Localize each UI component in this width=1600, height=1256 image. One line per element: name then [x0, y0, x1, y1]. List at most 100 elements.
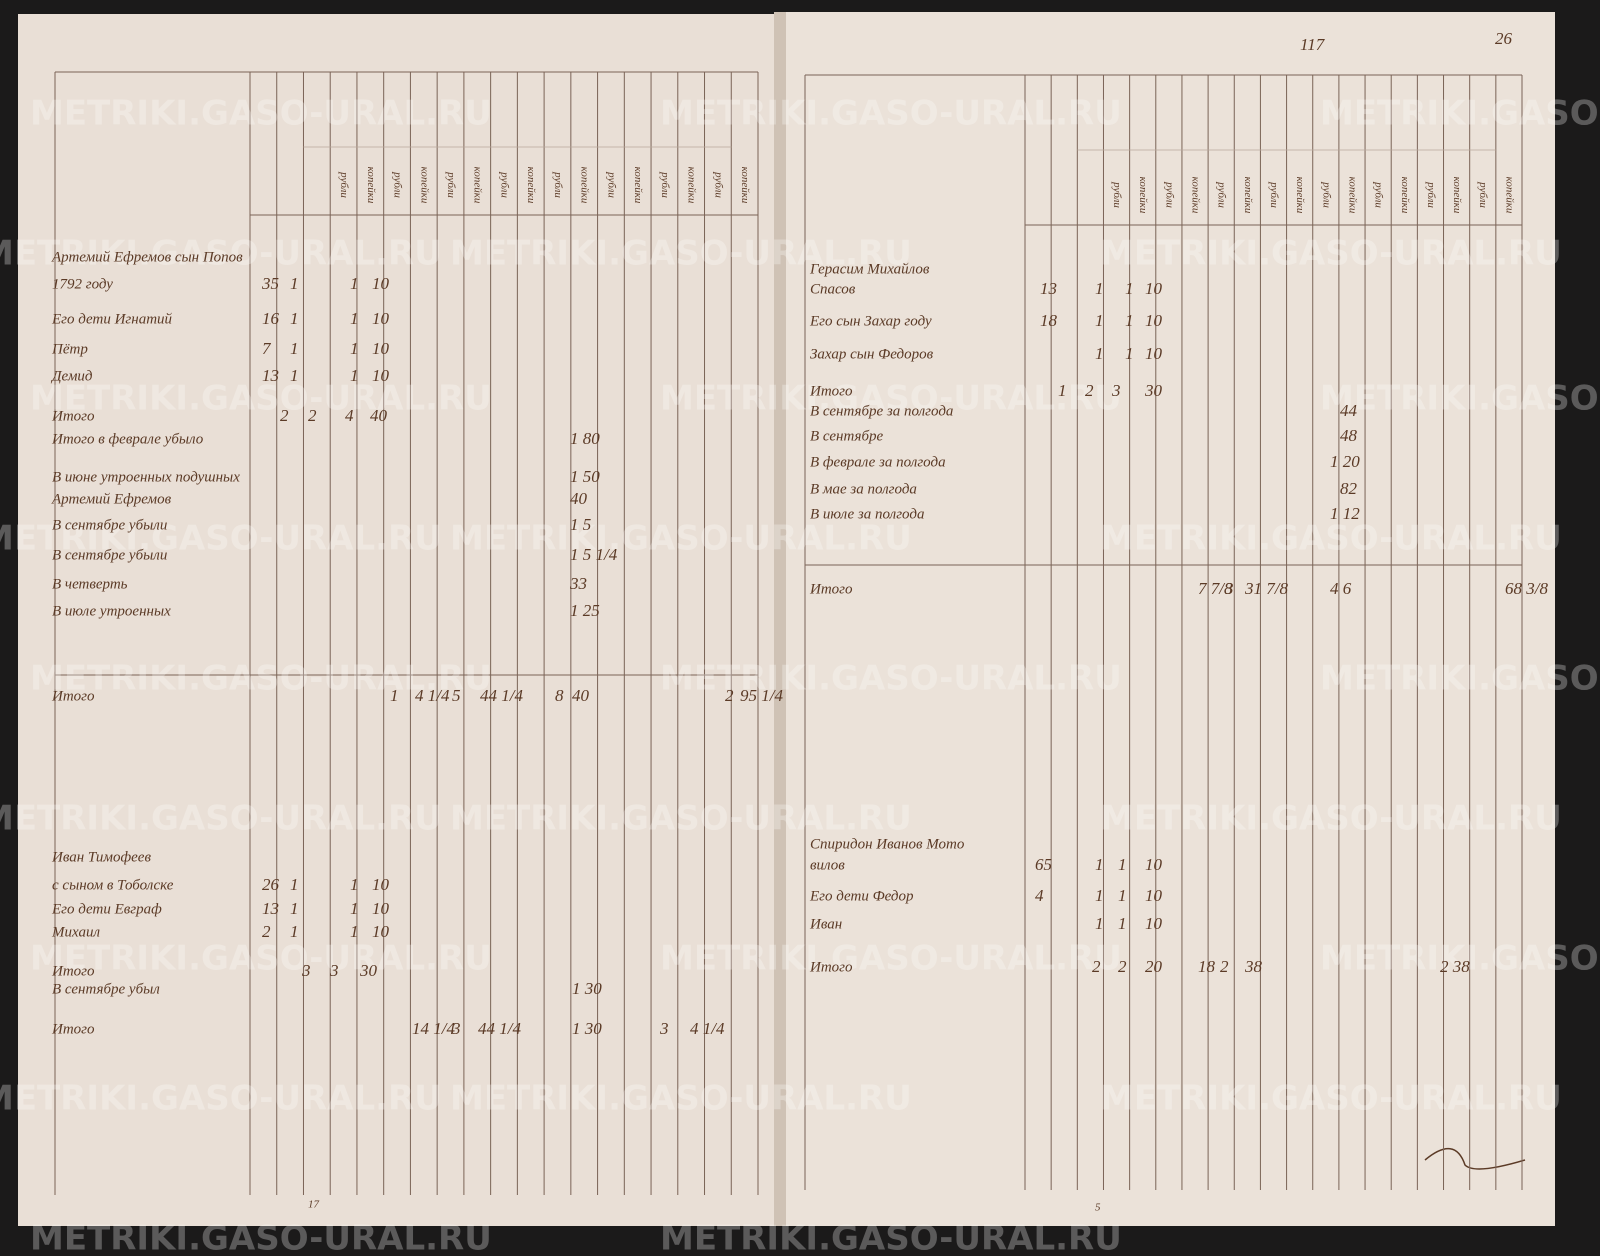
- column-subhead: копейки: [1137, 177, 1149, 214]
- row-cell: 3: [1111, 381, 1121, 400]
- row-cell: 2: [1220, 957, 1229, 976]
- row-cell: 95 1/4: [740, 686, 783, 705]
- row-label: Итого: [51, 963, 95, 979]
- row-cell: 2: [308, 406, 317, 425]
- row-label: В четверть: [52, 576, 128, 592]
- row-label: Его дети Игнатий: [51, 311, 173, 327]
- row-label: В июле за полгода: [810, 506, 924, 522]
- sheet-number: 26: [1495, 29, 1513, 48]
- row-cell: 7: [262, 339, 272, 358]
- row-cell: 10: [372, 875, 390, 894]
- row-cell: 1 12: [1330, 504, 1360, 523]
- row-label: Артемий Ефремов: [51, 491, 172, 507]
- row-cell: 4 6: [1330, 579, 1352, 598]
- watermark: METRIKI.GASO-URAL.RU: [1320, 939, 1600, 979]
- row-cell: 65: [1035, 855, 1052, 874]
- row-cell: 20: [1145, 957, 1163, 976]
- row-cell: 1: [350, 899, 359, 918]
- row-cell: 10: [1145, 914, 1163, 933]
- row-cell: 14 1/4: [412, 1019, 455, 1038]
- row-label: Итого: [51, 408, 95, 424]
- row-cell: 26: [262, 875, 280, 894]
- row-cell: 18: [1198, 957, 1216, 976]
- row-cell: 44 1/4: [480, 686, 523, 705]
- row-cell: 1 30: [572, 1019, 602, 1038]
- row-cell: 1: [290, 339, 299, 358]
- row-cell: 13: [262, 899, 279, 918]
- column-subhead: копейки: [1451, 177, 1463, 214]
- row-cell: 2: [1092, 957, 1101, 976]
- column-subhead: копейки: [365, 167, 377, 204]
- row-cell: 10: [372, 922, 390, 941]
- row-label: Артемий Ефремов сын Попов: [51, 249, 243, 265]
- watermark: METRIKI.GASO-URAL.RU: [1100, 519, 1562, 559]
- watermark: METRIKI.GASO-URAL.RU: [660, 939, 1122, 979]
- column-subhead: рубли: [1216, 181, 1228, 208]
- row-cell: 1: [1118, 886, 1127, 905]
- row-cell: 1: [350, 875, 359, 894]
- row-label: В мае за полгода: [810, 481, 917, 497]
- row-cell: 16: [262, 309, 280, 328]
- watermark: METRIKI.GASO-URAL.RU: [660, 659, 1122, 699]
- signature-mark: [1424, 1148, 1526, 1170]
- row-cell: 1: [1095, 279, 1104, 298]
- row-cell: 10: [372, 366, 390, 385]
- row-cell: 3: [1224, 579, 1234, 598]
- row-cell: 10: [372, 274, 390, 293]
- column-subhead: рубли: [605, 171, 617, 198]
- row-label: Спиридон Иванов Мото: [810, 836, 965, 852]
- watermark: METRIKI.GASO-URAL.RU: [0, 799, 442, 839]
- row-label: В сентябре убыли: [52, 547, 167, 563]
- watermark: METRIKI.GASO-URAL.RU: [0, 519, 442, 559]
- watermark: METRIKI.GASO-URAL.RU: [1100, 234, 1562, 274]
- row-label: Его дети Евграф: [51, 901, 162, 917]
- row-label: В сентябре убыли: [52, 517, 167, 533]
- column-subhead: рубли: [712, 171, 724, 198]
- row-cell: 13: [1040, 279, 1057, 298]
- row-label: Пётр: [51, 341, 88, 357]
- row-cell: 1 80: [570, 429, 600, 448]
- column-subhead: копейки: [1503, 177, 1515, 214]
- row-cell: 40: [370, 406, 388, 425]
- column-subhead: рубли: [1268, 181, 1280, 208]
- row-cell: 1: [290, 899, 299, 918]
- row-label: В сентябре: [810, 428, 884, 444]
- row-cell: 1 5: [570, 515, 591, 534]
- row-cell: 1: [1095, 344, 1104, 363]
- column-subhead: копейки: [632, 167, 644, 204]
- row-label: Итого в феврале убыло: [51, 431, 204, 447]
- column-subhead: рубли: [1373, 181, 1385, 208]
- row-cell: 1: [1118, 855, 1127, 874]
- row-cell: 1: [290, 875, 299, 894]
- row-cell: 2: [280, 406, 289, 425]
- watermark: METRIKI.GASO-URAL.RU: [450, 799, 912, 839]
- row-cell: 1: [350, 274, 359, 293]
- row-cell: 3: [451, 1019, 461, 1038]
- row-cell: 1: [350, 366, 359, 385]
- row-cell: 3: [329, 961, 339, 980]
- row-cell: 2: [725, 686, 734, 705]
- row-label: Его сын Захар году: [809, 313, 932, 329]
- row-cell: 40: [572, 686, 590, 705]
- column-subhead: рубли: [1163, 181, 1175, 208]
- row-cell: 3: [301, 961, 311, 980]
- row-cell: 1: [350, 922, 359, 941]
- column-subhead: рубли: [338, 171, 350, 198]
- column-subhead: копейки: [472, 167, 484, 204]
- watermark: METRIKI.GASO-URAL.RU: [450, 1079, 912, 1119]
- row-cell: 48: [1340, 426, 1358, 445]
- row-cell: 35: [261, 274, 279, 293]
- row-cell: 10: [1145, 344, 1163, 363]
- row-cell: 10: [1145, 311, 1163, 330]
- row-label: Иван Тимофеев: [51, 849, 151, 865]
- row-label: В сентябре убыл: [52, 981, 160, 997]
- column-subhead: рубли: [1425, 181, 1437, 208]
- row-cell: 1: [350, 309, 359, 328]
- watermark: METRIKI.GASO-URAL.RU: [660, 379, 1122, 419]
- row-cell: 10: [372, 899, 390, 918]
- binding: [774, 12, 786, 1226]
- watermark: METRIKI.GASO-URAL.RU: [30, 659, 492, 699]
- column-subhead: рубли: [1320, 181, 1332, 208]
- column-subhead: копейки: [525, 167, 537, 204]
